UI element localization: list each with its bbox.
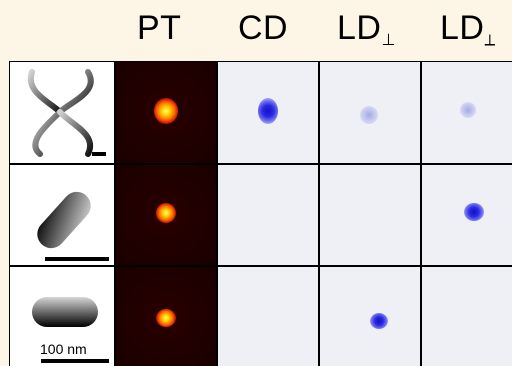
cd-cell-row3 — [218, 267, 318, 366]
image-grid: 100 nm — [9, 61, 512, 366]
pt-cell-row3 — [116, 267, 216, 366]
pt-spot — [154, 98, 178, 124]
ld-diag-spot — [464, 203, 484, 221]
ld-perp-cell-row2 — [320, 165, 420, 265]
ld-diag-cell-row3 — [422, 267, 512, 366]
horizontal-rod-particle-icon — [32, 297, 109, 363]
ld-diag-subscript: ⟂ — [484, 32, 496, 49]
pinwheel-particle-icon — [27, 69, 106, 157]
particle-cell-horizontal-rod: 100 nm — [10, 267, 114, 366]
cd-cell-row1 — [218, 62, 318, 163]
pt-spot — [156, 203, 176, 223]
column-header-ld-diag: LD⟂ — [440, 8, 496, 55]
column-header-cd: CD — [238, 9, 289, 47]
particle-cell-pinwheel — [10, 62, 114, 163]
pt-cell-row1 — [116, 62, 216, 163]
particle-cell-tilted-rod — [10, 165, 114, 265]
column-header-ld-perp: LD⊥ — [337, 8, 396, 55]
ld-diag-cell-row1 — [422, 62, 512, 163]
ld-perp-base: LD — [337, 9, 382, 47]
ld-perp-spot — [360, 106, 378, 124]
ld-diag-cell-row2 — [422, 165, 512, 265]
scale-bar-label: 100 nm — [40, 341, 87, 357]
cd-spot — [258, 98, 278, 124]
cd-cell-row2 — [218, 165, 318, 265]
ld-perp-spot — [370, 313, 388, 329]
pt-spot — [156, 309, 176, 327]
ld-diag-base: LD — [440, 9, 485, 47]
pt-cell-row2 — [116, 165, 216, 265]
ld-diag-spot — [460, 102, 476, 118]
tilted-rod-particle-icon — [37, 191, 109, 261]
ld-perp-cell-row3 — [320, 267, 420, 366]
ld-perp-cell-row1 — [320, 62, 420, 163]
column-header-pt: PT — [137, 9, 182, 47]
ld-perp-subscript: ⊥ — [381, 32, 396, 49]
